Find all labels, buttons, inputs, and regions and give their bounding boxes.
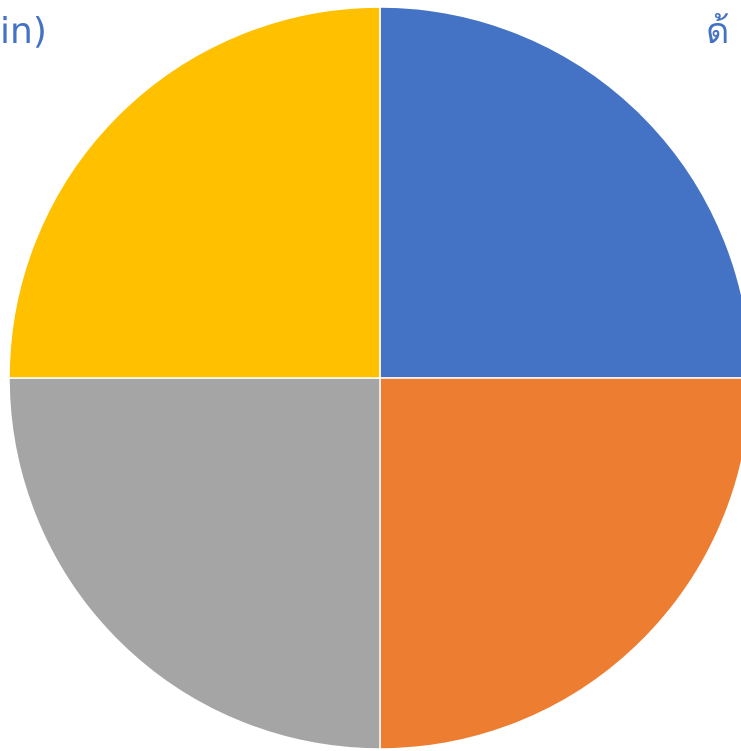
pie-slice-1 [379, 6, 741, 379]
pie-slice-2 [379, 377, 741, 750]
cropped-label-right: ด้ [706, 11, 730, 52]
pie-slice-4 [8, 6, 381, 379]
pie-slice-3 [8, 377, 381, 750]
cropped-label-left: in) [0, 11, 47, 52]
